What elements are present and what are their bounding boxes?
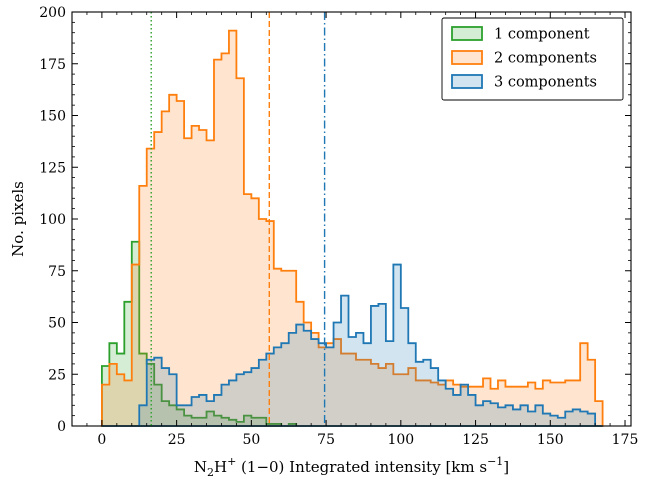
x-label-sup: + xyxy=(227,455,236,468)
x-tick-label: 125 xyxy=(462,432,489,448)
x-label-part: N xyxy=(194,458,207,476)
series-fill xyxy=(101,30,603,426)
median-lines xyxy=(150,12,326,426)
x-tick-label: 150 xyxy=(537,432,564,448)
y-tick-label: 150 xyxy=(39,109,66,125)
series-outline xyxy=(101,263,603,427)
legend-box xyxy=(441,17,624,101)
x-tick-label: 0 xyxy=(97,432,106,448)
legend-label: 3 components xyxy=(494,75,597,91)
x-label-unit-sup: −1 xyxy=(487,455,503,468)
series-fill xyxy=(101,241,603,426)
x-label-part: H xyxy=(214,458,227,476)
x-axis-label: N2H+ (1−0) Integrated intensity [km s−1] xyxy=(194,455,509,479)
x-tick-label: 100 xyxy=(387,432,414,448)
x-label-part: (1−0) Integrated intensity [km s xyxy=(236,458,487,476)
legend-label: 1 component xyxy=(494,27,590,43)
series-outline xyxy=(100,29,604,427)
tick-labels: 0 25 50 75 100 125 150 175 0 25 50 75 100 125 150 175 20… xyxy=(39,5,638,448)
x-tick-label: 50 xyxy=(242,432,260,448)
legend-swatch xyxy=(451,50,483,65)
x-label-part: ] xyxy=(503,458,509,476)
series-fill xyxy=(101,264,603,426)
legend-swatch xyxy=(451,74,483,89)
series-3-components xyxy=(101,263,603,427)
x-label-sub: 2 xyxy=(207,466,214,479)
y-tick-label: 0 xyxy=(57,419,66,435)
y-tick-label: 25 xyxy=(48,367,66,383)
legend-item: 3 components xyxy=(451,74,597,91)
legend-swatch xyxy=(451,26,483,41)
y-tick-label: 175 xyxy=(39,57,66,73)
y-tick-label: 100 xyxy=(39,212,66,228)
axis-ticks xyxy=(72,11,631,427)
y-axis-label: No. pixels xyxy=(9,181,27,257)
series-2-components xyxy=(100,29,604,427)
legend-item: 1 component xyxy=(451,26,590,43)
x-tick-label: 25 xyxy=(168,432,186,448)
y-tick-label: 200 xyxy=(39,5,66,21)
x-tick-label: 75 xyxy=(317,432,335,448)
legend-item: 2 components xyxy=(451,50,597,67)
legend: 1 component 2 components 3 components xyxy=(441,17,624,101)
legend-label: 2 components xyxy=(494,51,597,67)
y-tick-label: 125 xyxy=(39,160,66,176)
y-tick-label: 50 xyxy=(48,316,66,332)
y-tick-label: 75 xyxy=(48,264,66,280)
x-tick-label: 175 xyxy=(612,432,639,448)
